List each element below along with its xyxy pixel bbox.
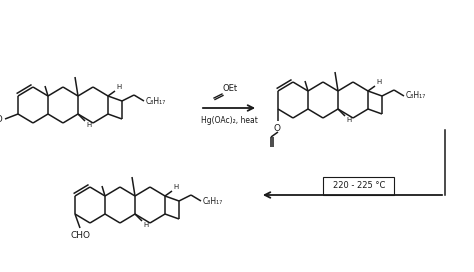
Text: Hg(OAc)₂, heat: Hg(OAc)₂, heat bbox=[201, 116, 257, 125]
Text: OEt: OEt bbox=[223, 84, 238, 93]
Text: H: H bbox=[346, 117, 351, 123]
Text: C₈H₁₇: C₈H₁₇ bbox=[146, 97, 166, 106]
Text: O: O bbox=[273, 124, 281, 133]
Text: 220 - 225 °C: 220 - 225 °C bbox=[333, 181, 385, 190]
Text: H: H bbox=[143, 222, 148, 228]
Text: C₈H₁₇: C₈H₁₇ bbox=[203, 196, 223, 206]
Text: H: H bbox=[376, 79, 381, 85]
Text: CHO: CHO bbox=[71, 231, 91, 240]
Text: HO: HO bbox=[0, 116, 3, 125]
Text: H: H bbox=[116, 84, 121, 90]
Text: H: H bbox=[173, 184, 178, 190]
Text: H: H bbox=[86, 122, 91, 128]
Text: C₈H₁₇: C₈H₁₇ bbox=[406, 91, 426, 100]
FancyBboxPatch shape bbox=[323, 177, 394, 194]
